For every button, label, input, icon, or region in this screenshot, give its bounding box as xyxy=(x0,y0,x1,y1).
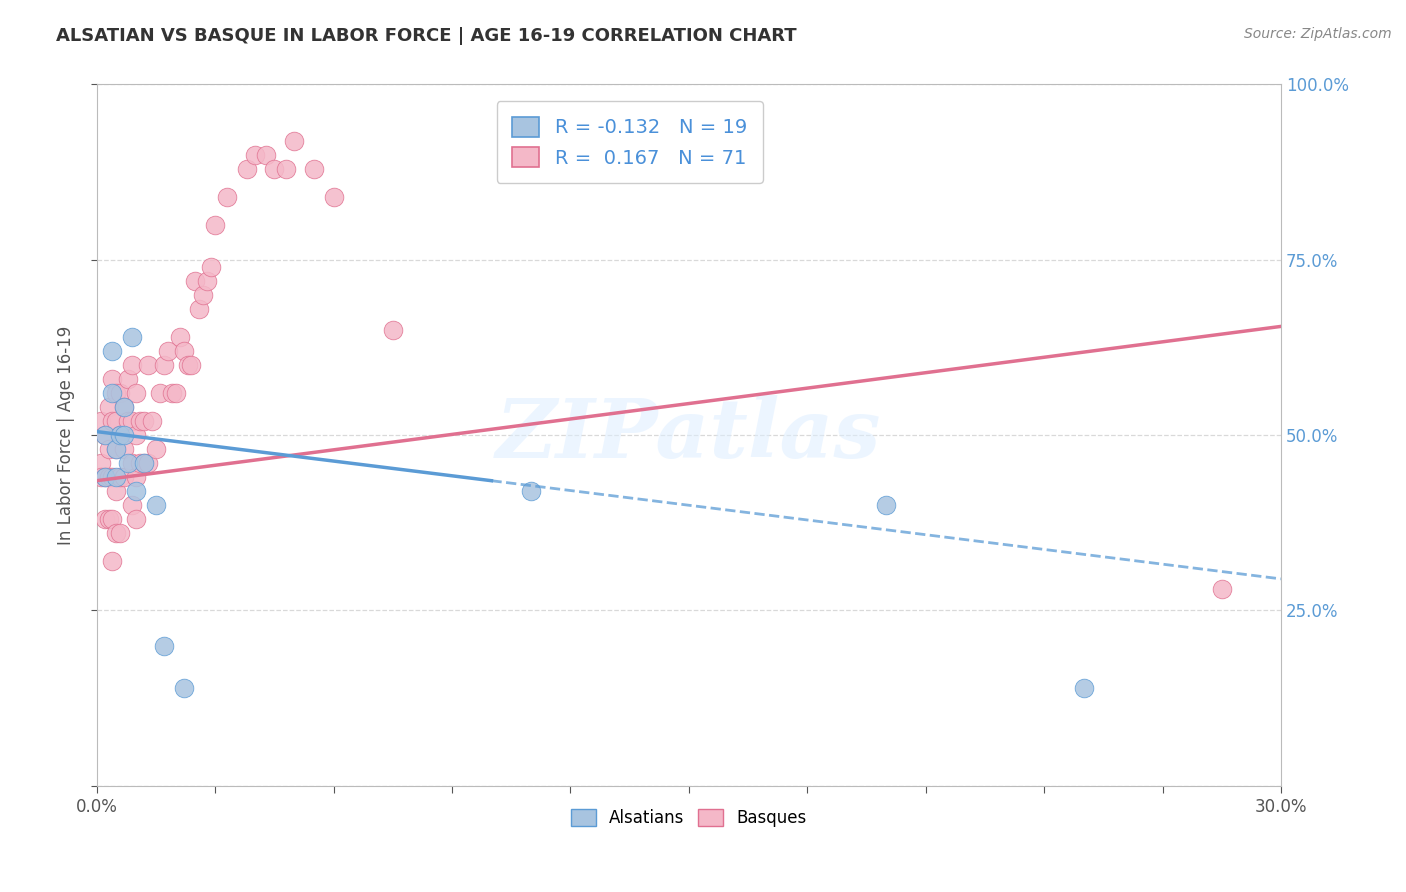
Point xyxy=(117,372,139,386)
Point xyxy=(1073,681,1095,695)
Legend: Alsatians, Basques: Alsatians, Basques xyxy=(564,802,813,833)
Point xyxy=(283,134,305,148)
Point xyxy=(105,526,128,541)
Point xyxy=(145,498,167,512)
Point xyxy=(322,189,344,203)
Point xyxy=(215,189,238,203)
Point xyxy=(160,386,183,401)
Point xyxy=(121,330,143,344)
Point xyxy=(90,456,112,470)
Point xyxy=(235,161,257,176)
Point xyxy=(125,484,148,499)
Point xyxy=(132,456,155,470)
Point xyxy=(101,343,124,358)
Point xyxy=(105,442,128,457)
Point xyxy=(129,414,152,428)
Point xyxy=(129,456,152,470)
Point xyxy=(101,470,124,484)
Point xyxy=(263,161,285,176)
Point xyxy=(110,526,132,541)
Point xyxy=(176,358,198,372)
Point xyxy=(110,470,132,484)
Point xyxy=(110,386,132,401)
Point xyxy=(125,428,148,442)
Point xyxy=(121,414,143,428)
Point xyxy=(136,456,159,470)
Point xyxy=(243,147,266,161)
Point xyxy=(136,358,159,372)
Point xyxy=(121,456,143,470)
Point xyxy=(153,358,176,372)
Point xyxy=(200,260,222,274)
Y-axis label: In Labor Force | Age 16-19: In Labor Force | Age 16-19 xyxy=(58,326,75,545)
Point xyxy=(97,442,120,457)
Point xyxy=(132,456,155,470)
Point xyxy=(105,442,128,457)
Text: ALSATIAN VS BASQUE IN LABOR FORCE | AGE 16-19 CORRELATION CHART: ALSATIAN VS BASQUE IN LABOR FORCE | AGE … xyxy=(56,27,797,45)
Point xyxy=(121,498,143,512)
Point xyxy=(520,484,543,499)
Point xyxy=(132,414,155,428)
Point xyxy=(173,681,195,695)
Point xyxy=(112,400,135,414)
Point xyxy=(875,498,897,512)
Point xyxy=(101,554,124,568)
Point xyxy=(101,386,124,401)
Point xyxy=(169,330,191,344)
Point xyxy=(101,414,124,428)
Point xyxy=(105,470,128,484)
Point xyxy=(93,428,115,442)
Point xyxy=(90,414,112,428)
Point xyxy=(97,470,120,484)
Point xyxy=(112,400,135,414)
Point xyxy=(97,400,120,414)
Point xyxy=(97,512,120,526)
Point xyxy=(195,274,218,288)
Point xyxy=(276,161,298,176)
Point xyxy=(110,428,132,442)
Text: Source: ZipAtlas.com: Source: ZipAtlas.com xyxy=(1244,27,1392,41)
Point xyxy=(145,442,167,457)
Point xyxy=(105,484,128,499)
Point xyxy=(93,512,115,526)
Point xyxy=(302,161,325,176)
Point xyxy=(256,147,278,161)
Point xyxy=(112,442,135,457)
Point xyxy=(112,428,135,442)
Point xyxy=(117,456,139,470)
Point xyxy=(381,323,404,337)
Point xyxy=(153,639,176,653)
Point xyxy=(90,470,112,484)
Point xyxy=(125,386,148,401)
Point xyxy=(110,428,132,442)
Text: ZIPatlas: ZIPatlas xyxy=(496,395,882,475)
Point xyxy=(1211,582,1233,597)
Point xyxy=(101,512,124,526)
Point xyxy=(193,288,215,302)
Point xyxy=(188,301,211,316)
Point xyxy=(117,414,139,428)
Point xyxy=(112,470,135,484)
Point xyxy=(165,386,187,401)
Point xyxy=(180,358,202,372)
Point xyxy=(125,512,148,526)
Point xyxy=(156,343,179,358)
Point xyxy=(105,414,128,428)
Point xyxy=(93,470,115,484)
Point xyxy=(105,386,128,401)
Point xyxy=(149,386,172,401)
Point xyxy=(173,343,195,358)
Point xyxy=(184,274,207,288)
Point xyxy=(204,218,226,232)
Point xyxy=(141,414,163,428)
Point xyxy=(93,428,115,442)
Point xyxy=(125,470,148,484)
Point xyxy=(101,372,124,386)
Point xyxy=(121,358,143,372)
Point xyxy=(93,470,115,484)
